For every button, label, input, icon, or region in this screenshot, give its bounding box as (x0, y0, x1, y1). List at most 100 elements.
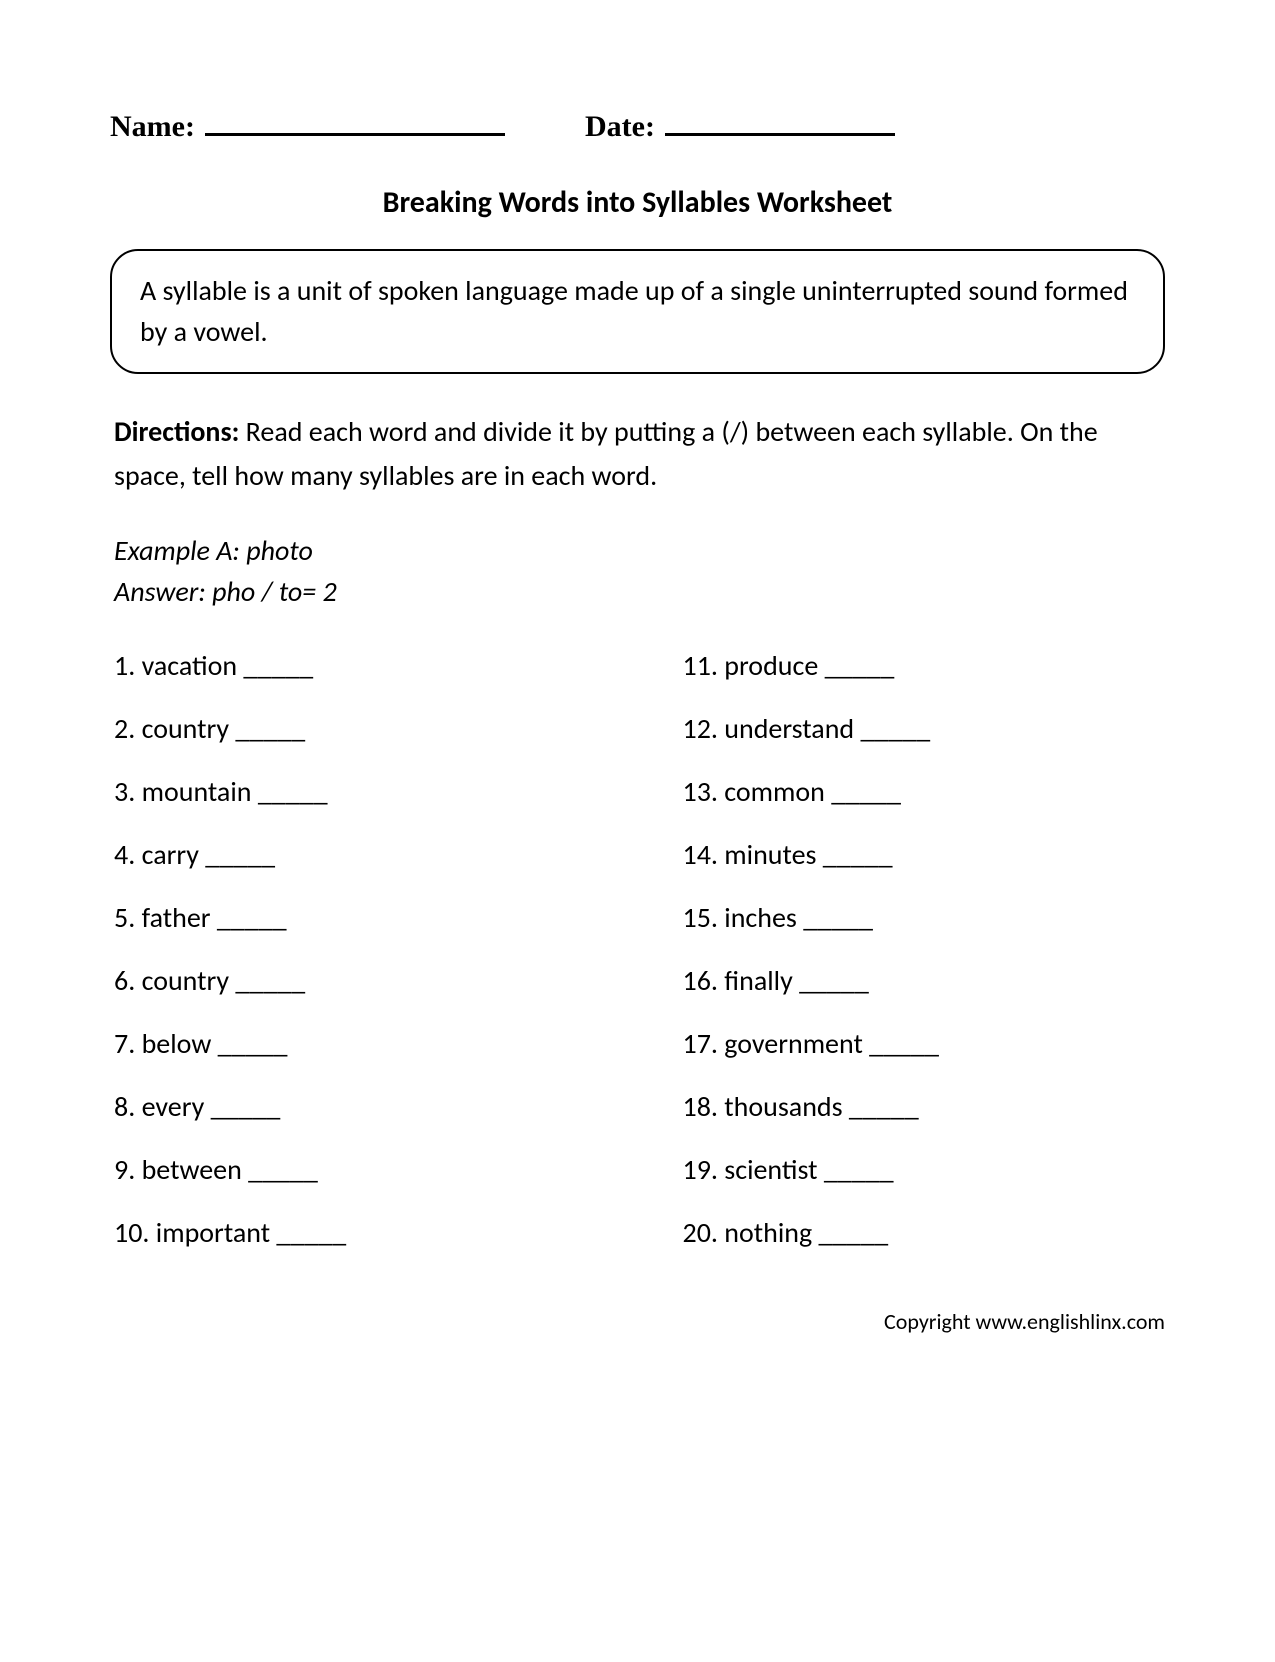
word-text: understand (724, 711, 860, 746)
word-text: inches (724, 900, 803, 935)
word-number: 12. (683, 711, 725, 746)
answer-blank[interactable]: _____ (803, 900, 873, 935)
word-item: 13. common _____ (683, 774, 1162, 809)
answer-blank[interactable]: _____ (211, 1089, 281, 1124)
example-block: Example A: photo Answer: pho / to= 2 (110, 531, 1165, 612)
word-item: 12. understand _____ (683, 711, 1162, 746)
word-number: 18. (683, 1089, 725, 1124)
word-item: 8. every _____ (114, 1089, 593, 1124)
name-label: Name: (110, 110, 195, 143)
word-text: produce (724, 648, 824, 683)
answer-blank[interactable]: _____ (276, 1215, 346, 1250)
word-text: finally (724, 963, 799, 998)
answer-blank[interactable]: _____ (235, 711, 305, 746)
word-text: thousands (724, 1089, 849, 1124)
word-text: every (142, 1089, 211, 1124)
answer-blank[interactable]: _____ (235, 963, 305, 998)
word-item: 15. inches _____ (683, 900, 1162, 935)
header-row: Name: Date: (110, 110, 1165, 144)
word-text: common (724, 774, 831, 809)
definition-box: A syllable is a unit of spoken language … (110, 249, 1165, 374)
date-blank-line[interactable] (665, 122, 895, 136)
answer-blank[interactable]: _____ (218, 1026, 288, 1061)
date-field: Date: (585, 110, 895, 144)
word-text: country (142, 963, 236, 998)
answer-blank[interactable]: _____ (831, 774, 901, 809)
word-number: 10. (114, 1215, 156, 1250)
word-text: nothing (724, 1215, 818, 1250)
word-text: scientist (724, 1152, 824, 1187)
word-number: 20. (683, 1215, 725, 1250)
word-item: 4. carry _____ (114, 837, 593, 872)
word-number: 19. (683, 1152, 725, 1187)
example-line-2: Answer: pho / to= 2 (114, 572, 1161, 613)
answer-blank[interactable]: _____ (819, 1215, 889, 1250)
word-item: 16. finally _____ (683, 963, 1162, 998)
directions-text: Read each word and divide it by putting … (114, 414, 1098, 492)
word-number: 15. (683, 900, 725, 935)
word-text: carry (142, 837, 206, 872)
name-field: Name: (110, 110, 505, 144)
word-item: 6. country _____ (114, 963, 593, 998)
word-text: below (142, 1026, 218, 1061)
word-text: father (142, 900, 217, 935)
word-number: 6. (114, 963, 142, 998)
word-number: 9. (114, 1152, 142, 1187)
word-column-left: 1. vacation _____2. country _____3. moun… (114, 648, 593, 1278)
word-item: 7. below _____ (114, 1026, 593, 1061)
word-item: 9. between _____ (114, 1152, 593, 1187)
word-item: 18. thousands _____ (683, 1089, 1162, 1124)
answer-blank[interactable]: _____ (849, 1089, 919, 1124)
word-item: 1. vacation _____ (114, 648, 593, 683)
answer-blank[interactable]: _____ (869, 1026, 939, 1061)
word-text: minutes (724, 837, 823, 872)
word-number: 13. (683, 774, 725, 809)
word-item: 3. mountain _____ (114, 774, 593, 809)
answer-blank[interactable]: _____ (217, 900, 287, 935)
worksheet-page: Name: Date: Breaking Words into Syllable… (0, 0, 1275, 1395)
name-blank-line[interactable] (205, 122, 505, 136)
answer-blank[interactable]: _____ (825, 648, 895, 683)
word-number: 4. (114, 837, 142, 872)
answer-blank[interactable]: _____ (205, 837, 275, 872)
word-columns: 1. vacation _____2. country _____3. moun… (110, 648, 1165, 1278)
date-label: Date: (585, 110, 655, 143)
word-item: 5. father _____ (114, 900, 593, 935)
word-number: 8. (114, 1089, 142, 1124)
word-number: 14. (683, 837, 725, 872)
word-item: 19. scientist _____ (683, 1152, 1162, 1187)
worksheet-title: Breaking Words into Syllables Worksheet (110, 184, 1165, 221)
word-item: 2. country _____ (114, 711, 593, 746)
word-text: vacation (142, 648, 244, 683)
directions-label: Directions: (114, 414, 239, 449)
word-number: 16. (683, 963, 725, 998)
word-item: 10. important _____ (114, 1215, 593, 1250)
word-item: 17. government _____ (683, 1026, 1162, 1061)
example-line-1: Example A: photo (114, 531, 1161, 572)
answer-blank[interactable]: _____ (799, 963, 869, 998)
answer-blank[interactable]: _____ (248, 1152, 318, 1187)
copyright-text: Copyright www.englishlinx.com (110, 1308, 1165, 1335)
word-item: 14. minutes _____ (683, 837, 1162, 872)
word-text: country (142, 711, 236, 746)
word-text: important (156, 1215, 277, 1250)
answer-blank[interactable]: _____ (860, 711, 930, 746)
word-item: 11. produce _____ (683, 648, 1162, 683)
answer-blank[interactable]: _____ (258, 774, 328, 809)
word-number: 17. (683, 1026, 725, 1061)
word-text: between (142, 1152, 249, 1187)
word-number: 11. (683, 648, 725, 683)
word-text: government (724, 1026, 869, 1061)
answer-blank[interactable]: _____ (823, 837, 893, 872)
directions-block: Directions: Read each word and divide it… (110, 410, 1165, 497)
word-number: 3. (114, 774, 142, 809)
word-text: mountain (142, 774, 258, 809)
answer-blank[interactable]: _____ (243, 648, 313, 683)
word-number: 7. (114, 1026, 142, 1061)
word-column-right: 11. produce _____12. understand _____13.… (683, 648, 1162, 1278)
word-number: 1. (114, 648, 142, 683)
word-number: 5. (114, 900, 142, 935)
word-number: 2. (114, 711, 142, 746)
answer-blank[interactable]: _____ (824, 1152, 894, 1187)
word-item: 20. nothing _____ (683, 1215, 1162, 1250)
